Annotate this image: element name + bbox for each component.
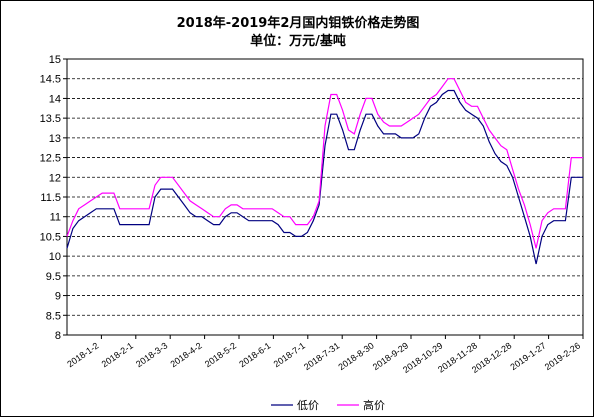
x-tick-label: 2018-3-3 bbox=[134, 340, 169, 369]
y-tick-label: 11 bbox=[50, 212, 61, 224]
x-tick-label: 2018-5-2 bbox=[203, 340, 238, 369]
y-tick-label: 11.5 bbox=[40, 192, 61, 204]
y-axis-ticks: 8 8.5 9 9.5 10 10.5 11 11.5 12 12.5 13 13.5 14 14.5 15 bbox=[40, 54, 67, 342]
y-tick-label: 12 bbox=[49, 172, 61, 184]
series-line-low bbox=[66, 89, 583, 265]
y-tick-label: 9 bbox=[55, 291, 61, 303]
y-tick-label: 8 bbox=[55, 330, 61, 342]
x-tick-label: 2018-1-2 bbox=[65, 340, 100, 369]
y-tick-label: 13 bbox=[49, 133, 61, 145]
y-tick-label: 10.5 bbox=[40, 231, 61, 243]
y-tick-label: 9.5 bbox=[46, 271, 61, 283]
legend-label-high: 高价 bbox=[363, 398, 385, 412]
x-tick-label: 2018-7-31 bbox=[302, 340, 341, 372]
x-tick-label: 2018-6-1 bbox=[237, 340, 272, 369]
x-tick-label: 2018-8-30 bbox=[336, 340, 375, 372]
y-tick-label: 15 bbox=[49, 54, 61, 66]
series-line-high bbox=[66, 78, 583, 249]
y-tick-label: 12.5 bbox=[40, 153, 61, 165]
series-lines bbox=[66, 78, 583, 265]
x-tick-label: 2018-4-2 bbox=[168, 340, 203, 369]
y-tick-label: 8.5 bbox=[46, 310, 61, 322]
x-axis-ticks: 2018-1-2 2018-2-1 2018-3-3 2018-4-2 2018-5-2… bbox=[65, 335, 584, 375]
grid-lines bbox=[67, 78, 583, 316]
legend-label-low: 低价 bbox=[297, 399, 319, 412]
y-tick-label: 14 bbox=[49, 93, 61, 105]
x-tick-label: 2019-1-27 bbox=[508, 340, 547, 372]
x-tick-label: 2018-2-1 bbox=[100, 340, 135, 369]
chart-subtitle: 单位：万元/基吨 bbox=[250, 33, 346, 49]
x-tick-label: 2019-2-26 bbox=[543, 340, 582, 372]
y-tick-label: 13.5 bbox=[40, 113, 61, 125]
y-tick-label: 10 bbox=[49, 251, 61, 263]
legend: 低价 高价 bbox=[271, 398, 385, 412]
y-tick-label: 14.5 bbox=[40, 74, 61, 86]
chart-title: 2018年-2019年2月国内钼铁价格走势图 bbox=[177, 15, 420, 31]
